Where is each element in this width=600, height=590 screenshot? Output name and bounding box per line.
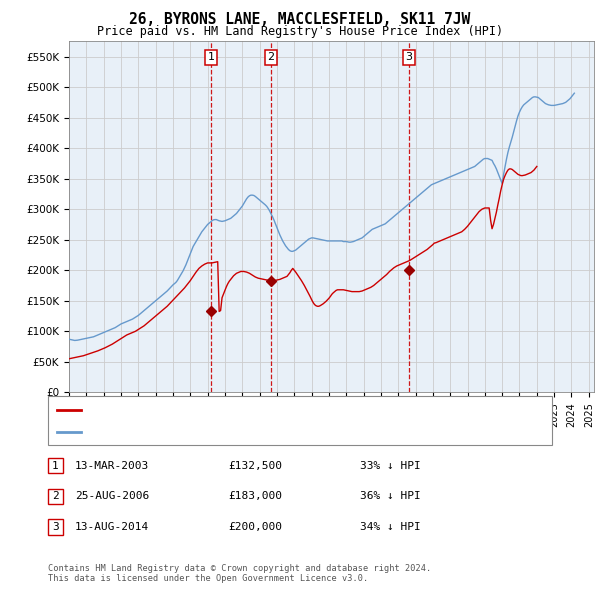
Text: 26, BYRONS LANE, MACCLESFIELD, SK11 7JW: 26, BYRONS LANE, MACCLESFIELD, SK11 7JW: [130, 12, 470, 27]
Text: £132,500: £132,500: [228, 461, 282, 470]
Text: 1: 1: [52, 461, 59, 470]
Text: 26, BYRONS LANE, MACCLESFIELD, SK11 7JW (detached house): 26, BYRONS LANE, MACCLESFIELD, SK11 7JW …: [87, 405, 423, 415]
Text: 1: 1: [208, 53, 215, 63]
Text: £183,000: £183,000: [228, 491, 282, 501]
Text: Price paid vs. HM Land Registry's House Price Index (HPI): Price paid vs. HM Land Registry's House …: [97, 25, 503, 38]
Text: 3: 3: [406, 53, 412, 63]
Text: 2: 2: [267, 53, 274, 63]
Text: 25-AUG-2006: 25-AUG-2006: [75, 491, 149, 501]
Text: 34% ↓ HPI: 34% ↓ HPI: [360, 522, 421, 532]
Text: 36% ↓ HPI: 36% ↓ HPI: [360, 491, 421, 501]
Text: £200,000: £200,000: [228, 522, 282, 532]
Text: 33% ↓ HPI: 33% ↓ HPI: [360, 461, 421, 470]
Text: 3: 3: [52, 522, 59, 532]
Text: 13-AUG-2014: 13-AUG-2014: [75, 522, 149, 532]
Text: 13-MAR-2003: 13-MAR-2003: [75, 461, 149, 470]
Text: HPI: Average price, detached house, Cheshire East: HPI: Average price, detached house, Ches…: [87, 427, 381, 437]
Text: 2: 2: [52, 491, 59, 501]
Text: Contains HM Land Registry data © Crown copyright and database right 2024.
This d: Contains HM Land Registry data © Crown c…: [48, 563, 431, 583]
